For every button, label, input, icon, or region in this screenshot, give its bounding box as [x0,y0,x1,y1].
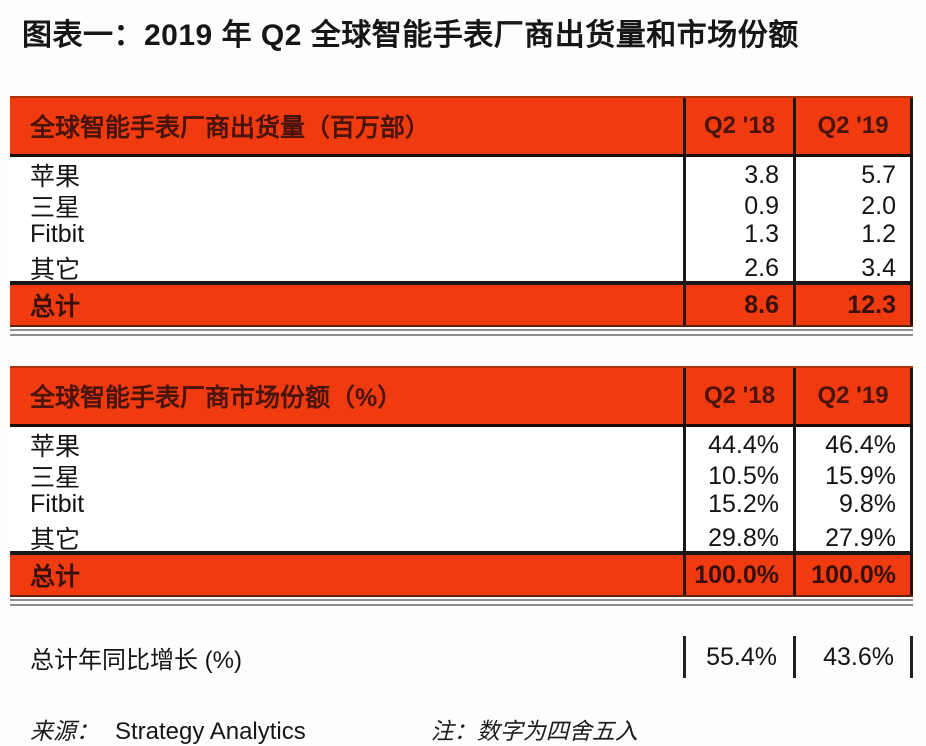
double-divider-line [10,599,913,606]
table-row-others: 其它 2.6 3.4 [10,250,913,286]
total-q2-18: 100.0% [683,555,793,595]
value-q2-19: 27.9% [793,520,913,556]
table-row-fitbit: Fitbit 1.3 1.2 [10,219,913,250]
value-q2-19: 3.4 [793,250,913,286]
vendor-label: 苹果 [30,163,81,191]
table-row-samsung: 三星 10.5% 15.9% [10,458,913,494]
column-header-q2-18: Q2 '18 [683,368,793,424]
shipments-table-title: 全球智能手表厂商出货量（百万部） [30,114,431,142]
report-figure: 图表一：2019 年 Q2 全球智能手表厂商出货量和市场份额 全球智能手表厂商出… [0,10,926,746]
vendor-label: 苹果 [30,433,81,461]
total-label: 总计 [30,293,81,321]
yoy-growth-q2-18: 55.4% [683,636,793,678]
value-q2-18: 29.8% [683,520,793,556]
column-header-q2-19: Q2 '19 [793,98,913,154]
vendor-label: 其它 [30,256,81,284]
value-q2-18: 3.8 [683,157,793,193]
vendor-label: 其它 [30,526,81,554]
market-share-table: 全球智能手表厂商市场份额（%） Q2 '18 Q2 '19 苹果 44.4% 4… [10,366,913,606]
source-value: Strategy Analytics [115,718,306,745]
table-row-fitbit: Fitbit 15.2% 9.8% [10,489,913,520]
figure-footer: 来源： Strategy Analytics 注：数字为四舍五入 [30,712,926,746]
market-share-total-row: 总计 100.0% 100.0% [10,555,913,597]
value-q2-18: 2.6 [683,250,793,286]
market-share-table-title: 全球智能手表厂商市场份额（%） [30,384,403,412]
value-q2-18: 0.9 [683,188,793,224]
figure-title: 图表一：2019 年 Q2 全球智能手表厂商出货量和市场份额 [22,19,799,52]
total-label: 总计 [30,563,81,591]
value-q2-19: 46.4% [793,427,913,463]
value-q2-19: 1.2 [793,219,913,250]
value-q2-19: 2.0 [793,188,913,224]
shipments-total-row: 总计 8.6 12.3 [10,285,913,327]
total-q2-19: 100.0% [793,555,913,595]
shipments-table-body: 苹果 3.8 5.7 三星 0.9 2.0 Fitbit 1.3 1.2 其它 … [10,154,913,286]
value-q2-18: 10.5% [683,458,793,494]
market-share-table-body: 苹果 44.4% 46.4% 三星 10.5% 15.9% Fitbit 15.… [10,424,913,556]
value-q2-19: 5.7 [793,157,913,193]
table-row-samsung: 三星 0.9 2.0 [10,188,913,224]
yoy-growth-row: 总计年同比增长 (%) 55.4% 43.6% [10,636,926,678]
rounding-note: 注：数字为四舍五入 [430,719,638,744]
total-q2-18: 8.6 [683,285,793,325]
value-q2-18: 1.3 [683,219,793,250]
table-row-apple: 苹果 44.4% 46.4% [10,427,913,463]
shipments-table: 全球智能手表厂商出货量（百万部） Q2 '18 Q2 '19 苹果 3.8 5.… [10,96,913,336]
source-label: 来源： [30,719,99,744]
vendor-label: 三星 [30,194,81,222]
value-q2-18: 15.2% [683,489,793,520]
value-q2-18: 44.4% [683,427,793,463]
vendor-label: Fitbit [30,220,85,248]
vendor-label: Fitbit [30,490,85,518]
yoy-growth-q2-19: 43.6% [793,636,913,678]
column-header-q2-18: Q2 '18 [683,98,793,154]
table-row-apple: 苹果 3.8 5.7 [10,157,913,193]
shipments-table-header: 全球智能手表厂商出货量（百万部） Q2 '18 Q2 '19 [10,96,913,154]
vendor-label: 三星 [30,464,81,492]
value-q2-19: 15.9% [793,458,913,494]
total-q2-19: 12.3 [793,285,913,325]
market-share-table-header: 全球智能手表厂商市场份额（%） Q2 '18 Q2 '19 [10,366,913,424]
double-divider-line [10,329,913,336]
table-row-others: 其它 29.8% 27.9% [10,520,913,556]
value-q2-19: 9.8% [793,489,913,520]
column-header-q2-19: Q2 '19 [793,368,913,424]
yoy-growth-label: 总计年同比增长 (%) [30,646,242,674]
